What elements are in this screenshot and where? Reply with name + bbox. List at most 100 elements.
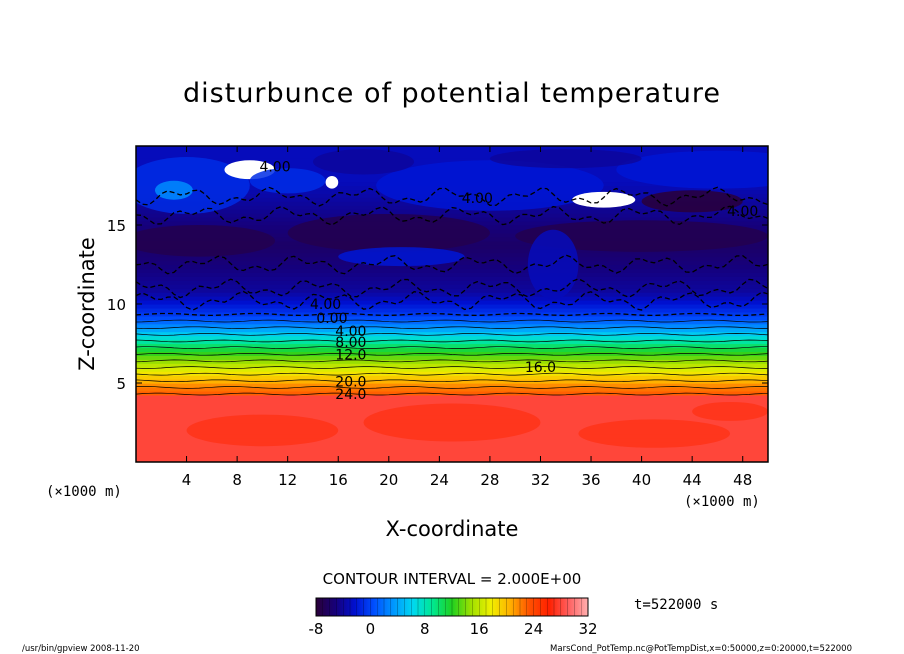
contour-line [136, 290, 768, 311]
colorbar-tick-label: 0 [366, 620, 376, 638]
footer-right: MarsCond_PotTemp.nc@PotTempDist,x=0:5000… [550, 644, 852, 654]
heatmap-band [136, 375, 768, 380]
contour-line [136, 319, 768, 323]
heatmap-band [136, 213, 768, 218]
colorbar-tick-label: 24 [524, 620, 543, 638]
contour-line [136, 326, 768, 329]
x-tick-label: 12 [278, 471, 297, 489]
x-tick-label: 28 [480, 471, 499, 489]
heatmap-feature [136, 225, 276, 257]
x-unit-right: (×1000 m) [684, 494, 760, 510]
heatmap-feature [376, 160, 604, 211]
heatmap-feature [572, 191, 636, 208]
heatmap-band [136, 398, 768, 404]
colorbar-ticks: -8 0 8 16 24 32 [309, 620, 598, 638]
contour-line [136, 359, 768, 363]
heatmap-band [136, 280, 768, 285]
heatmap-feature [338, 247, 465, 267]
x-tick-label: 44 [683, 471, 702, 489]
x-tick-label: 20 [379, 471, 398, 489]
contour-line [136, 346, 768, 349]
contour-label: 16.0 [525, 360, 556, 376]
colorbar-tick-label: 8 [420, 620, 430, 638]
heatmap-band [136, 157, 768, 163]
contour-label: 8.00 [335, 335, 366, 351]
colorbar: -8 0 8 16 24 32 [309, 597, 598, 638]
heatmap-band [136, 209, 768, 214]
heatmap-band [136, 284, 768, 289]
heatmap-feature [363, 403, 541, 442]
x-tick-label: 8 [232, 471, 242, 489]
footer-left: /usr/bin/gpview 2008-11-20 [22, 644, 140, 654]
x-tick-label: 48 [733, 471, 752, 489]
heatmap-feature [527, 229, 579, 300]
heatmap-band [136, 264, 768, 270]
heatmap-band [136, 276, 768, 281]
heatmap-band [136, 355, 768, 360]
colorbar-tick-label: -8 [309, 620, 324, 638]
heatmap-band [136, 153, 768, 159]
contour-line [136, 339, 768, 343]
heatmap-band [136, 288, 768, 293]
chart-title: disturbunce of potential temperature [183, 78, 721, 109]
heatmap-band [136, 446, 768, 451]
heatmap-feature [312, 149, 415, 175]
colorbar-stripes [322, 598, 582, 616]
heatmap-band [136, 260, 768, 266]
heatmap-band [136, 394, 768, 400]
contour-interval-label: CONTOUR INTERVAL = 2.000E+00 [323, 570, 582, 588]
heatmap-band [136, 450, 768, 455]
plot-area: 4.004.004.004.000.004.008.0012.016.020.0… [107, 145, 769, 489]
heatmap-band [136, 343, 768, 349]
x-tick-label: 16 [329, 471, 348, 489]
heatmap-band [136, 363, 768, 368]
contour-label: 0.00 [316, 311, 347, 327]
heatmap-band [136, 359, 768, 364]
x-tick-label: 32 [531, 471, 550, 489]
heatmap-band [136, 307, 768, 313]
contour-line [136, 379, 768, 383]
contour-label: 4.00 [727, 204, 758, 220]
heatmap-feature [692, 401, 768, 421]
contour-labels: 4.004.004.004.000.004.008.0012.016.020.0… [259, 160, 758, 404]
heatmap-feature [186, 414, 339, 447]
contour-label: 12.0 [335, 348, 366, 364]
heatmap-feature [616, 150, 768, 189]
x-axis-label: X-coordinate [386, 517, 519, 541]
heatmap-feature [578, 419, 731, 448]
contour-label: 4.00 [310, 297, 341, 313]
heatmap-band [136, 367, 768, 372]
contour-label: 20.0 [335, 374, 366, 390]
contour-line [136, 186, 768, 207]
heatmap-band [136, 327, 768, 333]
x-tick-label: 36 [581, 471, 600, 489]
heatmap-band [136, 292, 768, 297]
heatmap-band [136, 323, 768, 329]
heatmap-feature [154, 180, 193, 200]
contour-line [136, 352, 768, 356]
y-tick-label: 15 [107, 217, 126, 235]
heatmap-band [136, 371, 768, 376]
heatmap-band [136, 386, 768, 392]
heatmap-band [136, 296, 768, 301]
x-unit-left: (×1000 m) [46, 484, 122, 500]
y-axis-ticks: 5 10 15 [107, 217, 768, 393]
heatmap-band [136, 383, 768, 388]
contour-line [136, 333, 768, 336]
heatmap-features [136, 149, 768, 448]
x-axis-ticks: 4 8 12 16 20 24 28 32 36 40 44 48 [182, 146, 752, 489]
heatmap-band [136, 347, 768, 352]
heatmap-band [136, 272, 768, 277]
heatmap-band [136, 300, 768, 305]
x-tick-label: 4 [182, 471, 192, 489]
heatmap-feature [136, 157, 250, 214]
heatmap-feature [641, 190, 743, 213]
contour-label: 24.0 [335, 387, 366, 403]
heatmap-feature [325, 176, 339, 189]
contour-line [136, 366, 768, 369]
heatmap-feature [249, 168, 326, 194]
contour-line [136, 372, 768, 376]
y-axis-label: Z-coordinate [75, 237, 99, 371]
x-tick-label: 40 [632, 471, 651, 489]
heatmap-feature [287, 213, 490, 252]
